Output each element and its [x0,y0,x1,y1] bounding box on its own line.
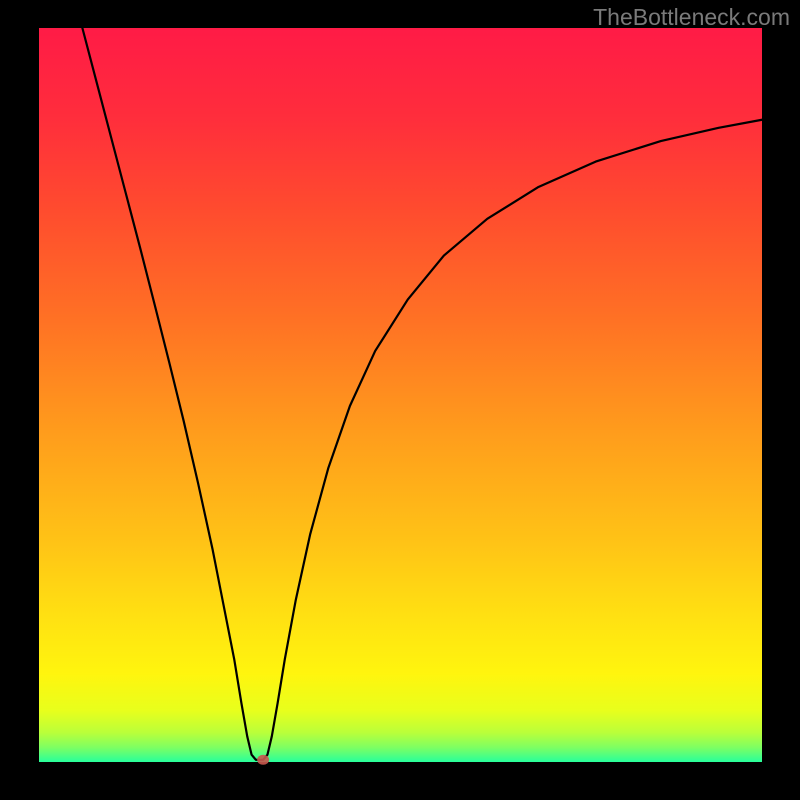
optimal-point-marker [257,755,269,765]
bottleneck-chart [0,0,800,800]
chart-container: TheBottleneck.com [0,0,800,800]
plot-area [39,28,762,762]
